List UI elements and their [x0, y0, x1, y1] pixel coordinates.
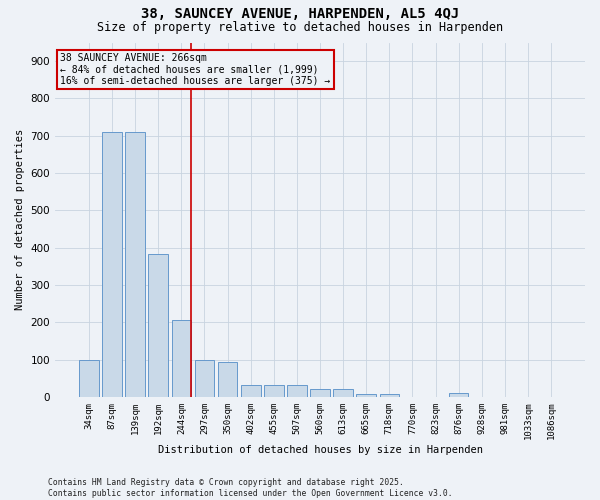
Text: Size of property relative to detached houses in Harpenden: Size of property relative to detached ho…	[97, 21, 503, 34]
Bar	[172, 320, 191, 397]
Bar	[102, 132, 122, 397]
Bar	[125, 132, 145, 397]
Text: 38 SAUNCEY AVENUE: 266sqm
← 84% of detached houses are smaller (1,999)
16% of se: 38 SAUNCEY AVENUE: 266sqm ← 84% of detac…	[61, 53, 331, 86]
X-axis label: Distribution of detached houses by size in Harpenden: Distribution of detached houses by size …	[158, 445, 482, 455]
Bar	[287, 384, 307, 397]
Bar	[334, 390, 353, 397]
Bar	[264, 384, 284, 397]
Bar	[79, 360, 99, 397]
Text: 38, SAUNCEY AVENUE, HARPENDEN, AL5 4QJ: 38, SAUNCEY AVENUE, HARPENDEN, AL5 4QJ	[141, 8, 459, 22]
Bar	[194, 360, 214, 397]
Bar	[241, 385, 260, 397]
Bar	[218, 362, 238, 397]
Bar	[310, 390, 330, 397]
Bar	[356, 394, 376, 397]
Text: Contains HM Land Registry data © Crown copyright and database right 2025.
Contai: Contains HM Land Registry data © Crown c…	[48, 478, 452, 498]
Bar	[148, 254, 168, 397]
Bar	[380, 394, 399, 397]
Y-axis label: Number of detached properties: Number of detached properties	[15, 129, 25, 310]
Bar	[449, 393, 469, 397]
